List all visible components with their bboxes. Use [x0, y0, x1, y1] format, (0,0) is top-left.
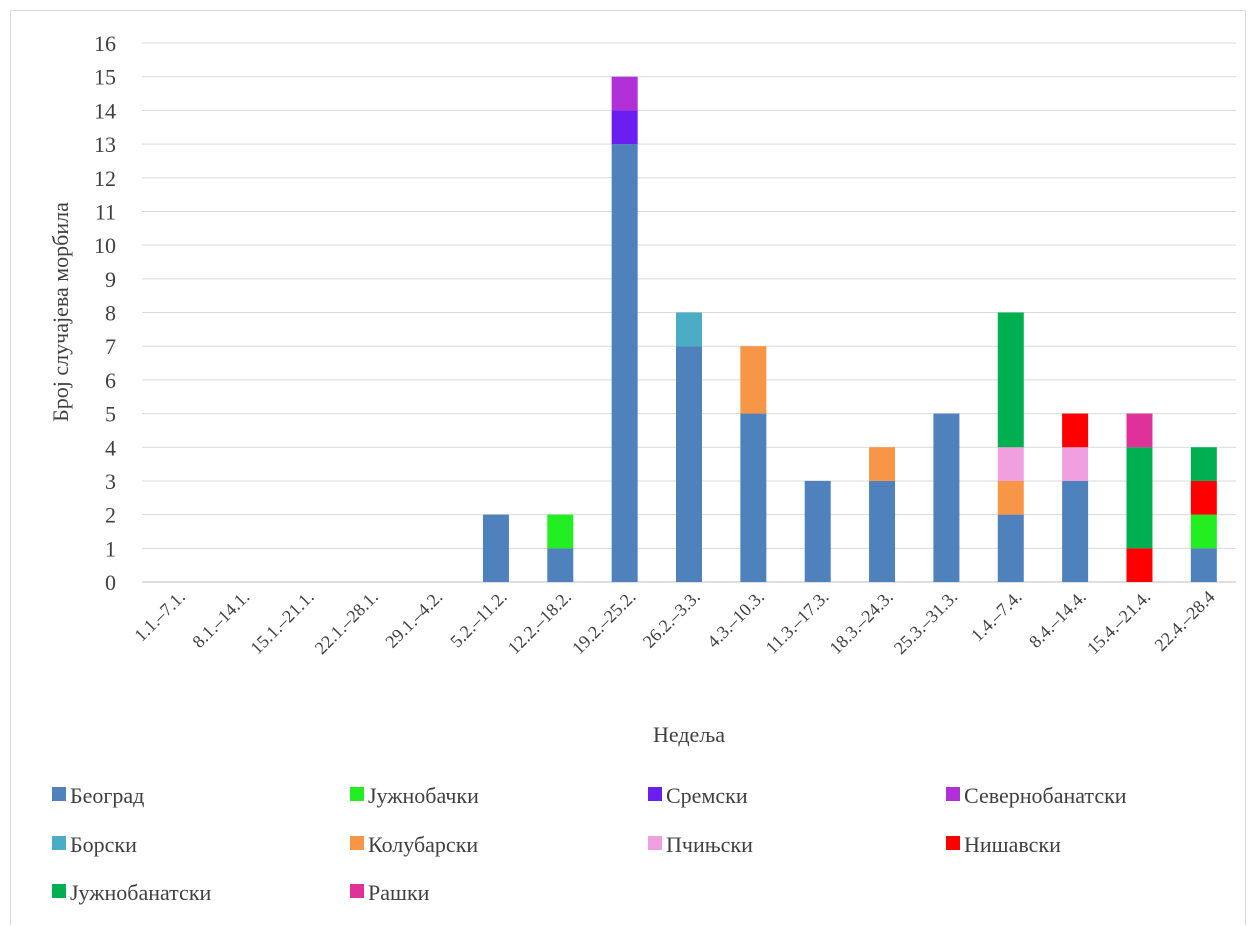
x-tick-label: 8.4.–14.4.: [1025, 587, 1090, 652]
bar-segment: [547, 514, 574, 549]
x-tick-label: 1.1.–7.1.: [130, 587, 189, 646]
x-tick-label: 22.4.–28.4: [1150, 587, 1218, 655]
legend-swatch: [350, 836, 364, 850]
legend-swatch: [946, 836, 960, 850]
x-tick-label: 18.3.–24.3.: [825, 587, 896, 658]
bar-segment: [997, 480, 1024, 515]
bar-segment: [740, 413, 767, 582]
bar-segment: [1062, 480, 1089, 582]
x-tick-label: 26.2.–3.3.: [639, 587, 704, 652]
bar-segment: [933, 413, 960, 582]
x-tick-label: 15.4.–21.4.: [1083, 587, 1154, 658]
y-tick-label: 15: [94, 65, 116, 90]
bar-segment: [1126, 447, 1153, 549]
x-tick-label: 15.1.–21.1.: [246, 587, 317, 658]
x-tick-label: 25.3.–31.3.: [890, 587, 961, 658]
x-axis-ticks: 1.1.–7.1. 8.1.–14.1.15.1.–21.1.22.1.–28.1…: [130, 587, 1218, 658]
y-tick-label: 8: [105, 301, 116, 326]
bar-segment: [804, 480, 831, 582]
legend-label: Пчињски: [666, 832, 753, 857]
bar-segment: [676, 346, 702, 582]
legend-label: Рашки: [368, 880, 430, 905]
legend-label: Колубарски: [368, 832, 478, 857]
legend-swatch: [52, 787, 66, 801]
x-tick-label: 19.2.–25.2.: [568, 587, 639, 658]
y-tick-label: 5: [105, 402, 116, 427]
bar-segment: [740, 346, 767, 414]
bar-segment: [1062, 413, 1089, 448]
x-tick-label: 5.2.–11.2.: [446, 587, 511, 652]
y-tick-label: 0: [105, 570, 116, 595]
legend-swatch: [648, 836, 662, 850]
legend-label: Сремски: [666, 783, 748, 808]
gridlines: [142, 42, 1236, 583]
bar-segment: [1190, 480, 1217, 515]
legend-label: Јужнобачки: [368, 783, 479, 808]
bar-segment: [1190, 548, 1217, 582]
y-tick-label: 1: [105, 536, 116, 561]
x-tick-label: 1.4.–7.4.: [967, 587, 1026, 646]
y-axis-title: Број случајева морбила: [48, 202, 73, 422]
legend: Београд Јужнобачки Сремски Севернобанатски Б…: [52, 783, 1127, 905]
bar-segment: [611, 144, 638, 582]
legend-label: Севернобанатски: [964, 783, 1127, 808]
legend-swatch: [52, 836, 66, 850]
bar-segment: [482, 514, 509, 582]
bar-segment: [611, 76, 638, 111]
bar-segment: [1190, 447, 1217, 481]
bar-segment: [997, 447, 1024, 481]
y-tick-label: 14: [94, 98, 116, 123]
y-tick-label: 10: [94, 233, 116, 258]
bar-segment: [869, 447, 896, 481]
x-axis-title: Недеља: [653, 722, 725, 747]
bar-segment: [1190, 514, 1217, 549]
y-tick-label: 11: [95, 199, 116, 224]
x-tick-label: 4.3.–10.3.: [703, 587, 768, 652]
bars: [482, 76, 1217, 582]
y-tick-label: 16: [94, 31, 116, 56]
bar-segment: [997, 514, 1024, 582]
y-tick-label: 6: [105, 368, 116, 393]
y-tick-label: 12: [94, 166, 116, 191]
x-tick-label: 22.1.–28.1.: [311, 587, 382, 658]
bar-segment: [1062, 447, 1089, 481]
y-tick-label: 4: [105, 435, 116, 460]
x-tick-label: 29.1.–4.2.: [381, 587, 446, 652]
bar-segment: [547, 548, 574, 582]
y-tick-label: 3: [105, 469, 116, 494]
y-tick-label: 2: [105, 503, 116, 528]
bar-segment: [869, 480, 896, 582]
legend-swatch: [350, 884, 364, 898]
y-tick-label: 7: [105, 334, 116, 359]
x-tick-label: 8.1.–14.1.: [188, 587, 253, 652]
bar-segment: [611, 110, 638, 145]
legend-swatch: [946, 787, 960, 801]
legend-label: Јужнобанатски: [70, 880, 212, 905]
legend-swatch: [52, 884, 66, 898]
x-tick-label: 11.3.–17.3.: [762, 587, 833, 658]
bar-segment: [1126, 413, 1153, 448]
legend-swatch: [648, 787, 662, 801]
bar-segment: [676, 312, 702, 347]
legend-label: Нишавски: [964, 832, 1061, 857]
legend-label: Борски: [70, 832, 137, 857]
legend-label: Београд: [70, 783, 144, 808]
legend-swatch: [350, 787, 364, 801]
bar-segment: [1126, 548, 1153, 582]
bar-segment: [997, 312, 1024, 448]
x-tick-label: 12.2.–18.2.: [504, 587, 575, 658]
chart-frame: [10, 10, 1246, 925]
y-tick-label: 9: [105, 267, 116, 292]
y-tick-label: 13: [94, 132, 116, 157]
